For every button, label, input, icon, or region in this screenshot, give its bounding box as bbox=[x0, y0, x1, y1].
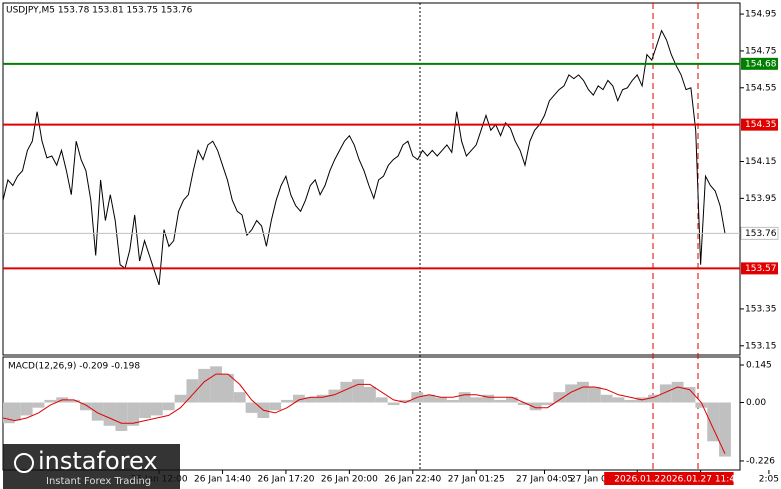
y-tick-label: 0.00 bbox=[746, 398, 766, 408]
macd-title: MACD(12,26,9) -0.209 -0.198 bbox=[8, 362, 140, 372]
histogram-bar bbox=[44, 399, 57, 403]
histogram-bar bbox=[648, 394, 660, 403]
histogram-bar bbox=[20, 402, 33, 416]
histogram-bar bbox=[482, 394, 495, 403]
histogram-bar bbox=[695, 402, 708, 408]
histogram-bar bbox=[162, 402, 175, 411]
y-tick-label: 154.15 bbox=[745, 157, 777, 167]
histogram-bar bbox=[565, 384, 578, 403]
histogram-bar bbox=[517, 402, 530, 406]
watermark: instaforex Instant Forex Trading bbox=[3, 444, 180, 489]
histogram-bar bbox=[91, 402, 104, 421]
level-label: 153.76 bbox=[745, 229, 777, 239]
price-title: USDJPY,M5 153.78 153.81 153.75 153.76 bbox=[6, 6, 193, 16]
histogram-bar bbox=[139, 402, 151, 419]
histogram-bar bbox=[32, 402, 45, 408]
logo-tagline: Instant Forex Trading bbox=[46, 476, 151, 487]
vertical-markers bbox=[419, 3, 699, 470]
histogram-bar bbox=[281, 399, 293, 403]
x-tick-label: 26 Jan 22:40 bbox=[384, 475, 441, 485]
histogram-bar bbox=[624, 399, 637, 403]
histogram-bar bbox=[292, 394, 305, 403]
histogram-bar bbox=[399, 399, 412, 403]
histogram-bar bbox=[494, 399, 507, 403]
y-tick-label: 153.35 bbox=[745, 304, 777, 314]
histogram-bar bbox=[506, 397, 518, 403]
histogram-bar bbox=[671, 381, 684, 403]
histogram-bar bbox=[612, 397, 625, 403]
histogram-bar bbox=[150, 402, 163, 416]
logo-icon bbox=[14, 453, 34, 473]
histogram-bar bbox=[174, 394, 187, 403]
y-tick-label: 153.95 bbox=[745, 194, 777, 204]
y-tick-label: 0.145 bbox=[746, 361, 772, 371]
histogram-bar bbox=[707, 402, 720, 442]
histogram-bar bbox=[435, 397, 447, 403]
x-tick-label: 26 Jan 17:20 bbox=[257, 475, 314, 485]
histogram-bar bbox=[364, 386, 376, 403]
y-tick-label: 154.75 bbox=[745, 46, 777, 56]
histogram-bar bbox=[387, 402, 400, 406]
histogram-bar bbox=[446, 399, 459, 403]
histogram-bar bbox=[198, 368, 211, 403]
x-tick-label: 27 Jan 0 bbox=[570, 475, 607, 485]
price-line bbox=[2, 29, 726, 286]
histogram-bar bbox=[186, 379, 199, 403]
level-label-bg bbox=[741, 57, 778, 70]
x-tick-label: 2:05 bbox=[759, 475, 779, 485]
logo-name: instaforex bbox=[38, 447, 158, 475]
histogram-bar bbox=[577, 381, 589, 403]
histogram-bar bbox=[423, 394, 436, 403]
histogram-bar bbox=[328, 389, 341, 403]
histogram-bar bbox=[683, 386, 696, 403]
y-tick-label: 154.95 bbox=[745, 10, 777, 20]
x-tick-highlight bbox=[604, 472, 671, 485]
histogram-bar bbox=[245, 402, 258, 413]
histogram-bar bbox=[316, 394, 329, 403]
histogram-bar bbox=[659, 384, 672, 403]
histogram-bar bbox=[79, 402, 92, 411]
histogram-bar bbox=[470, 397, 483, 403]
x-tick-label: 26 Jan 20:00 bbox=[321, 475, 378, 485]
histogram-bar bbox=[103, 402, 116, 426]
histogram-bar bbox=[210, 366, 222, 403]
histogram-bar bbox=[304, 397, 317, 403]
histogram-bar bbox=[458, 392, 471, 403]
histogram-bar bbox=[115, 402, 128, 431]
level-label-bg bbox=[741, 118, 778, 131]
histogram-bar bbox=[233, 392, 246, 403]
histogram-bar bbox=[719, 402, 731, 457]
y-tick-label: 153.15 bbox=[745, 341, 777, 351]
level-label: 154.68 bbox=[745, 59, 777, 69]
histogram-bar bbox=[541, 402, 554, 406]
histogram-bar bbox=[68, 399, 80, 403]
histogram-bar bbox=[600, 394, 613, 403]
histogram-bar bbox=[221, 374, 234, 403]
histogram-bar bbox=[588, 386, 601, 403]
histogram-bar bbox=[375, 397, 388, 403]
level-label: 154.35 bbox=[745, 120, 777, 130]
x-tick-highlight bbox=[667, 472, 734, 485]
histogram-bar bbox=[553, 392, 566, 403]
histogram-bar bbox=[127, 402, 140, 426]
y-tick-label: -0.226 bbox=[746, 456, 775, 466]
level-label: 153.57 bbox=[745, 264, 777, 274]
x-tick-label: 27 Jan 01:25 bbox=[448, 475, 505, 485]
histogram-bar bbox=[340, 381, 353, 403]
price-panel bbox=[2, 2, 741, 356]
x-tick-label: 26 Jan 14:40 bbox=[194, 475, 251, 485]
histogram-bar bbox=[529, 402, 542, 411]
histogram-bar bbox=[269, 402, 282, 411]
x-tick-label: 2026.01.27 11:45 bbox=[660, 475, 740, 485]
histogram-bar bbox=[8, 402, 21, 421]
histogram-bar bbox=[352, 379, 364, 403]
x-tick-label: 27 Jan 04:05 bbox=[516, 475, 573, 485]
x-tick-label: 2026.01.2 bbox=[614, 475, 660, 485]
level-label-bg bbox=[740, 226, 779, 240]
y-tick-label: 154.55 bbox=[745, 83, 777, 93]
level-label-bg bbox=[741, 262, 778, 275]
signal-line bbox=[2, 373, 726, 454]
